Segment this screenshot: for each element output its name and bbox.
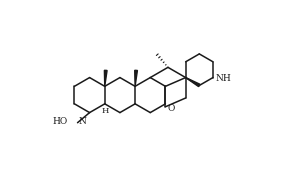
Text: HO: HO xyxy=(52,117,67,126)
Polygon shape xyxy=(104,70,107,86)
Text: NH: NH xyxy=(215,74,231,83)
Text: O: O xyxy=(167,104,175,113)
Polygon shape xyxy=(186,78,200,87)
Polygon shape xyxy=(135,70,137,86)
Text: N: N xyxy=(78,117,86,126)
Text: H: H xyxy=(101,107,109,115)
